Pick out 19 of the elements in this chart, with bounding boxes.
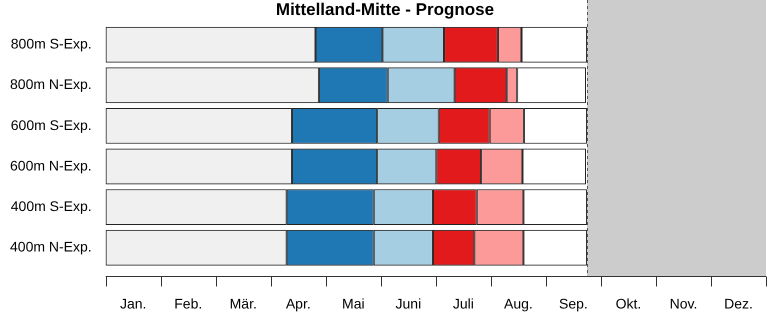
- text: Apr.: [286, 295, 311, 312]
- chart-title: Mittelland-Mitte - Prognose: [276, 0, 494, 19]
- text: Nov.: [670, 295, 698, 312]
- text: Juni: [395, 295, 422, 312]
- text: Okt.: [616, 295, 642, 312]
- text: Juli: [452, 295, 474, 312]
- text: Sep.: [559, 295, 588, 312]
- text: Mai: [342, 295, 365, 312]
- y-tick-label: 600m N-Exp.: [10, 157, 92, 174]
- y-tick-label: 800m N-Exp.: [10, 76, 92, 92]
- text: Jan.: [120, 295, 146, 312]
- y-tick-label: 600m S-Exp.: [10, 116, 92, 133]
- text: Dez.: [724, 295, 753, 312]
- y-tick-label: 400m N-Exp.: [10, 238, 92, 255]
- text: Feb.: [174, 295, 202, 312]
- y-tick-label: 400m S-Exp.: [10, 198, 92, 214]
- text: Mär.: [230, 295, 257, 312]
- text: Aug.: [504, 295, 533, 312]
- y-tick-label: 800m S-Exp.: [10, 36, 92, 52]
